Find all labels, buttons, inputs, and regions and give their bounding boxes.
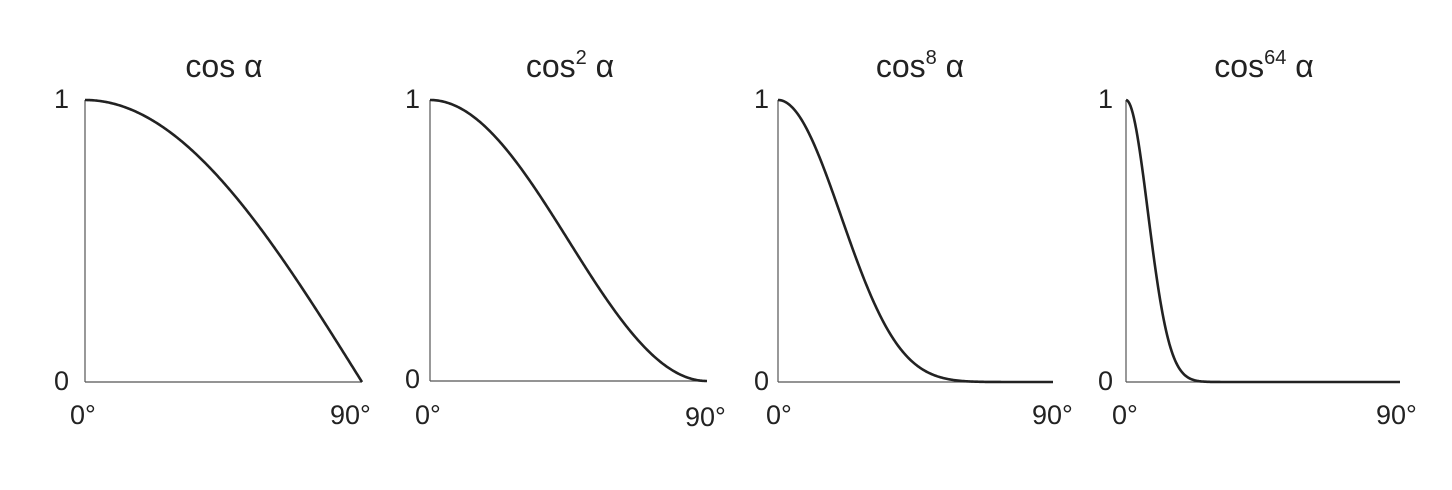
y-tick-max: 1 — [1098, 84, 1114, 114]
title-base: cos — [875, 48, 926, 84]
series-line — [777, 98, 1053, 384]
y-tick-min: 0 — [754, 366, 770, 396]
title-exponent: 2 — [575, 47, 587, 69]
plot-svg — [429, 98, 708, 383]
x-tick-max: 90° — [1376, 400, 1417, 430]
title-variable: α — [595, 48, 615, 84]
title-variable: α — [1295, 48, 1314, 84]
x-tick-max: 90° — [330, 400, 371, 430]
plot-svg — [777, 98, 1053, 384]
series-line — [429, 98, 708, 383]
y-tick-max: 1 — [754, 84, 770, 114]
title-base: cos — [185, 48, 236, 84]
title-base: cos — [525, 48, 576, 84]
y-tick-min: 0 — [54, 366, 70, 396]
x-tick-min: 0° — [1112, 400, 1138, 430]
x-tick-min: 0° — [70, 400, 96, 430]
title-exponent: 64 — [1264, 47, 1287, 69]
series-line — [1125, 98, 1400, 384]
y-tick-max: 1 — [405, 84, 421, 114]
y-tick-min: 0 — [1098, 366, 1114, 396]
title-base: cos — [1214, 48, 1265, 84]
series-line — [84, 98, 364, 383]
plot-svg — [1125, 98, 1400, 384]
title-exponent: 8 — [925, 47, 937, 69]
chart-title-cos2: cos2 α — [526, 48, 614, 85]
x-tick-max: 90° — [1032, 400, 1073, 430]
x-tick-min: 0° — [415, 400, 441, 430]
title-variable: α — [244, 48, 263, 84]
x-tick-max: 90° — [685, 402, 726, 432]
chart-title-cos64: cos64 α — [1214, 48, 1313, 85]
chart-title-cos8: cos8 α — [876, 48, 964, 85]
y-tick-max: 1 — [54, 84, 70, 114]
y-tick-min: 0 — [405, 364, 421, 394]
x-tick-min: 0° — [766, 400, 792, 430]
chart-title-cos: cos α — [185, 48, 262, 85]
plot-svg — [84, 98, 364, 383]
title-variable: α — [945, 48, 965, 84]
